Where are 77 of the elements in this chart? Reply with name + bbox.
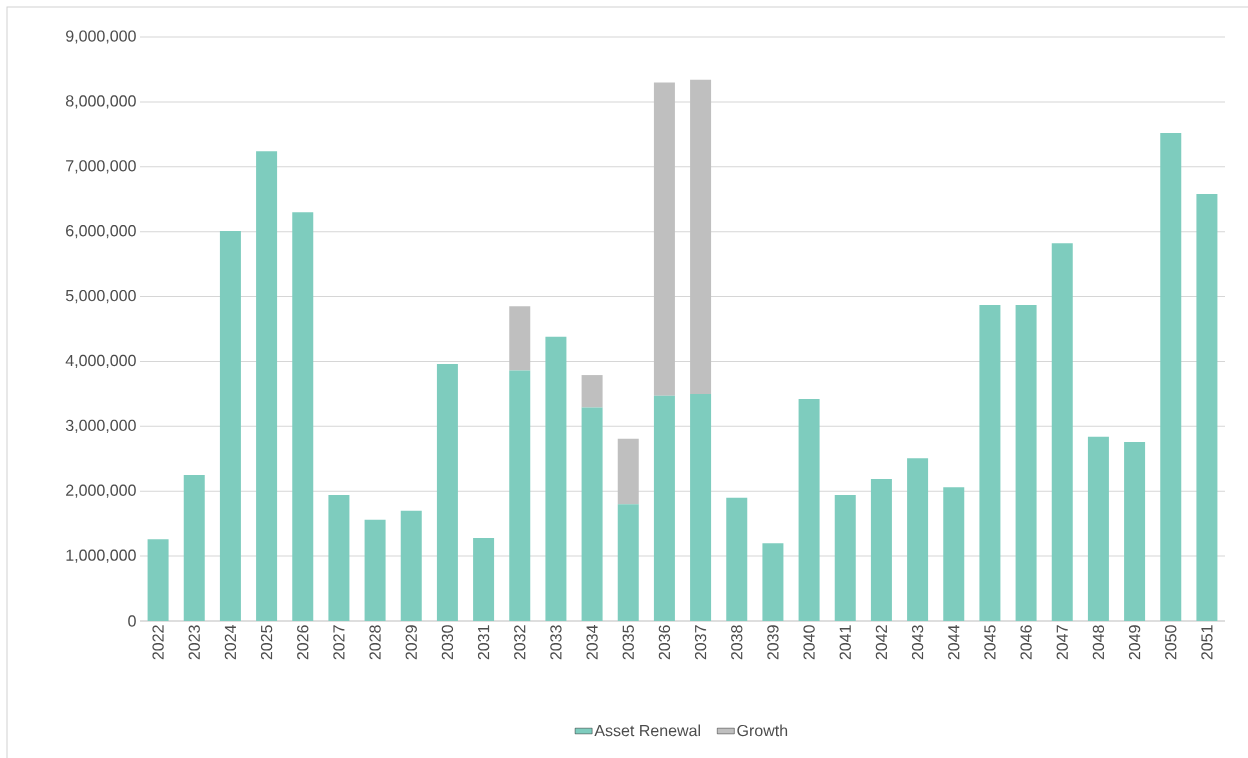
y-tick-label: 9,000,000 [66, 30, 136, 44]
x-tick-label: 2039 [767, 625, 779, 660]
y-tick-label: 8,000,000 [65, 95, 136, 109]
bar [943, 487, 965, 621]
bar [436, 364, 458, 621]
bar [292, 212, 314, 621]
bar [653, 82, 675, 396]
bar [1087, 436, 1109, 621]
x-tick-label: 2034 [586, 625, 598, 660]
bar [690, 79, 712, 394]
y-tick-label: 1,000,000 [66, 549, 136, 563]
x-tick-label: 2029 [405, 625, 417, 660]
x-tick-label: 2031 [477, 625, 490, 660]
x-tick-label: 2040 [803, 625, 815, 660]
bar [328, 495, 350, 621]
bar [870, 478, 892, 621]
x-tick-label: 2051 [1201, 625, 1213, 660]
x-tick-label: 2048 [1092, 625, 1105, 660]
x-tick-label: 2027 [333, 625, 345, 660]
x-tick-label: 2030 [441, 625, 454, 660]
bar [798, 399, 820, 621]
bar [364, 519, 386, 621]
bar [617, 504, 639, 621]
bar [1015, 304, 1037, 621]
bar [545, 336, 567, 621]
y-tick-label: 6,000,000 [66, 225, 136, 239]
bar [183, 475, 205, 621]
bar [1051, 243, 1073, 621]
legend-label: Growth [737, 724, 788, 737]
bar [581, 407, 603, 621]
x-tick-label: 2050 [1165, 625, 1177, 660]
bar [907, 458, 929, 621]
bar [509, 306, 531, 371]
bar [400, 510, 422, 621]
bar [762, 543, 784, 621]
bar [473, 537, 495, 621]
bar [1124, 441, 1146, 621]
x-tick-label: 2035 [622, 625, 634, 660]
bar [979, 304, 1001, 621]
x-tick-label: 2038 [731, 625, 743, 660]
y-tick-label: 2,000,000 [66, 484, 136, 498]
y-tick-label: 0 [128, 615, 136, 627]
legend-label: Asset Renewal [594, 724, 700, 737]
x-tick-label: 2023 [188, 625, 200, 660]
bar [617, 438, 639, 505]
x-tick-label: 2036 [658, 625, 671, 660]
x-tick-label: 2033 [550, 625, 562, 660]
x-tick-label: 2047 [1056, 625, 1068, 660]
bar [256, 151, 278, 621]
bar [219, 231, 241, 621]
y-tick-label: 7,000,000 [66, 160, 136, 174]
y-tick-label: 3,000,000 [65, 419, 136, 433]
x-tick-label: 2032 [514, 625, 526, 660]
x-tick-label: 2043 [911, 625, 924, 660]
bar [581, 375, 603, 408]
bar [690, 393, 712, 621]
x-tick-label: 2028 [369, 625, 381, 660]
x-tick-label: 2044 [948, 625, 960, 660]
bar [147, 539, 169, 621]
y-tick-label: 5,000,000 [65, 289, 136, 304]
bar [1196, 194, 1218, 621]
x-tick-label: 2042 [875, 625, 888, 660]
x-tick-label: 2041 [839, 625, 851, 660]
bar [653, 395, 675, 621]
x-tick-label: 2037 [694, 625, 707, 660]
y-tick-label: 4,000,000 [65, 354, 136, 369]
x-tick-label: 2025 [260, 625, 273, 660]
x-tick-label: 2026 [297, 625, 309, 660]
x-tick-label: 2024 [224, 625, 237, 660]
bar [834, 495, 856, 621]
bar [1160, 133, 1182, 621]
x-tick-label: 2046 [1020, 625, 1032, 660]
bar [509, 370, 531, 621]
x-tick-label: 2045 [984, 625, 996, 660]
bar [726, 497, 748, 621]
x-tick-label: 2022 [152, 625, 164, 660]
x-tick-label: 2049 [1128, 625, 1141, 660]
